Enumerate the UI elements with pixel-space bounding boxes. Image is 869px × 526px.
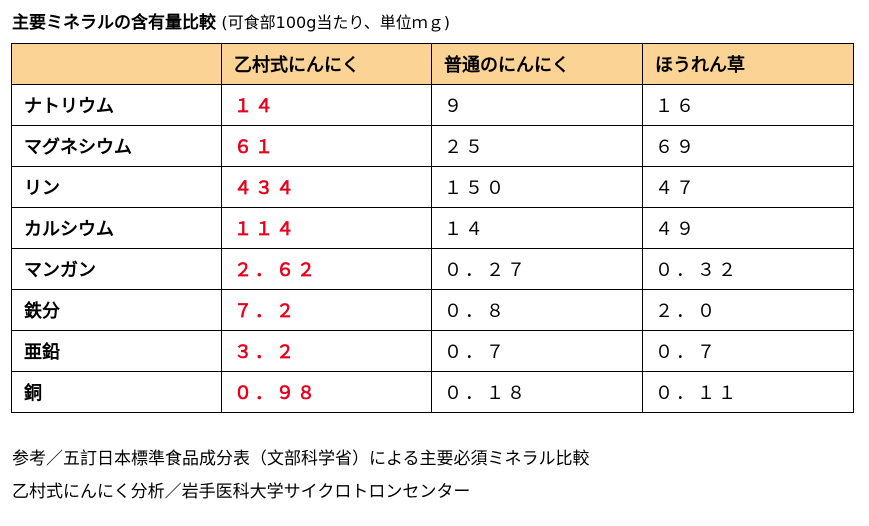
spinach-value: ４９ (642, 207, 854, 249)
row-label: リン (11, 166, 222, 208)
title-main: 主要ミネラルの含有量比較 (12, 13, 216, 33)
table-row: カルシウム １１４ １４ ４９ (11, 207, 854, 249)
row-label: 鉄分 (11, 289, 222, 331)
row-label: マンガン (11, 248, 222, 290)
title-unit-note: (可食部100g当たり、単位ｍｇ) (221, 13, 450, 32)
header-corner (11, 43, 222, 85)
table-row: リン ４３４ １５０ ４７ (11, 166, 854, 208)
table-title: 主要ミネラルの含有量比較 (可食部100g当たり、単位ｍｇ) (12, 12, 450, 34)
regular-value: ０．２７ (431, 248, 643, 290)
spinach-value: ６９ (642, 125, 854, 167)
regular-value: ０．８ (431, 289, 643, 331)
regular-value: ９ (431, 84, 643, 126)
header-spinach: ほうれん草 (642, 43, 854, 85)
row-label: ナトリウム (11, 84, 222, 126)
regular-value: １５０ (431, 166, 643, 208)
spinach-value: ２．０ (642, 289, 854, 331)
source-note-reference: 参考／五訂日本標準食品成分表（文部科学省）による主要必須ミネラル比較 (12, 449, 590, 469)
otomura-value: ６１ (221, 125, 432, 167)
header-regular-garlic: 普通のにんにく (431, 43, 643, 85)
spinach-value: ０．３２ (642, 248, 854, 290)
row-label: カルシウム (11, 207, 222, 249)
table-row: 鉄分 ７．２ ０．８ ２．０ (11, 289, 854, 331)
otomura-value: １１４ (221, 207, 432, 249)
otomura-value: １４ (221, 84, 432, 126)
otomura-value: ４３４ (221, 166, 432, 208)
mineral-comparison-table: 乙村式にんにく 普通のにんにく ほうれん草 ナトリウム １４ ９ １６ マグネシ… (11, 43, 854, 413)
table-row: ナトリウム １４ ９ １６ (11, 84, 854, 126)
header-row: 乙村式にんにく 普通のにんにく ほうれん草 (11, 43, 854, 85)
regular-value: ０．１８ (431, 371, 643, 413)
otomura-value: ３．２ (221, 330, 432, 372)
spinach-value: ４７ (642, 166, 854, 208)
table-row: 亜鉛 ３．２ ０．７ ０．７ (11, 330, 854, 372)
table-row: マグネシウム ６１ ２５ ６９ (11, 125, 854, 167)
row-label: マグネシウム (11, 125, 222, 167)
row-label: 亜鉛 (11, 330, 222, 372)
otomura-value: ２．６２ (221, 248, 432, 290)
regular-value: ２５ (431, 125, 643, 167)
spinach-value: ０．７ (642, 330, 854, 372)
regular-value: １４ (431, 207, 643, 249)
table-row: マンガン ２．６２ ０．２７ ０．３２ (11, 248, 854, 290)
regular-value: ０．７ (431, 330, 643, 372)
spinach-value: ０．１１ (642, 371, 854, 413)
otomura-value: ７．２ (221, 289, 432, 331)
table-row: 銅 ０．９８ ０．１８ ０．１１ (11, 371, 854, 413)
row-label: 銅 (11, 371, 222, 413)
spinach-value: １６ (642, 84, 854, 126)
source-note-analysis: 乙村式にんにく分析／岩手医科大学サイクロトロンセンター (12, 482, 471, 502)
otomura-value: ０．９８ (221, 371, 432, 413)
header-otomura-garlic: 乙村式にんにく (221, 43, 432, 85)
